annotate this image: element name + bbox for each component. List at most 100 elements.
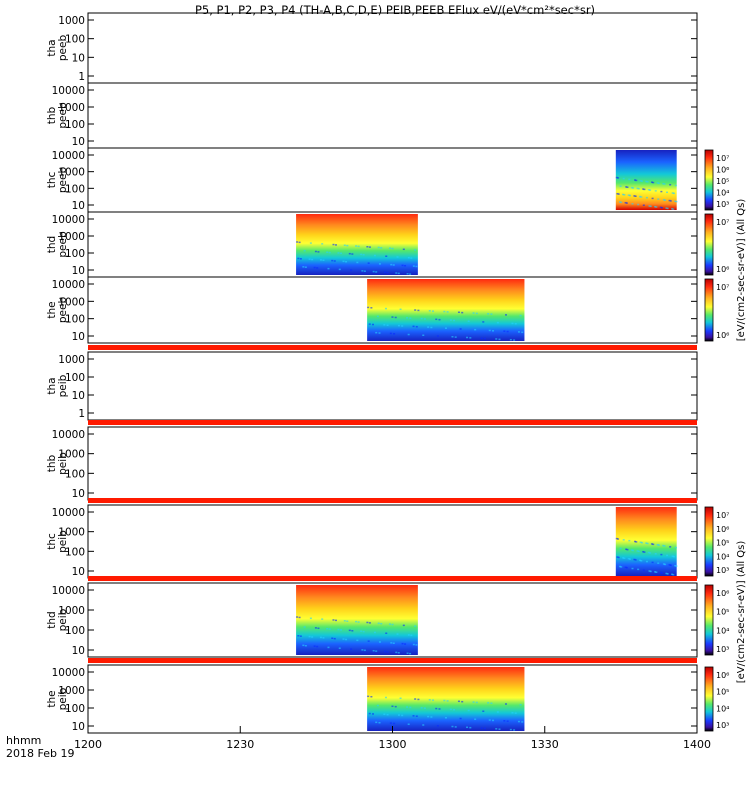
spectrogram-speckle xyxy=(668,564,671,566)
spectrogram-speckle xyxy=(406,317,409,319)
spectrogram-speckle xyxy=(337,628,340,631)
spectrogram-speckle xyxy=(414,309,417,311)
spectrogram-speckle xyxy=(618,201,621,203)
spectrogram-speckle xyxy=(428,699,431,701)
spectrogram-speckle xyxy=(663,183,666,185)
spectrogram-speckle xyxy=(648,205,651,207)
colorbar-tick-label: 10³ xyxy=(716,566,729,575)
spectrogram-speckle xyxy=(674,184,677,187)
spectrogram-speckle xyxy=(662,563,665,565)
panel-frame xyxy=(87,504,698,579)
spectrogram-speckle xyxy=(624,201,627,204)
spectrogram-speckle xyxy=(391,247,394,250)
y-tick-label: 100 xyxy=(65,703,85,715)
spectrogram-speckle xyxy=(671,573,674,576)
spectrogram-speckle xyxy=(674,564,677,567)
spectrogram-speckle xyxy=(480,337,483,339)
colorbar-tick-label: 10⁵ xyxy=(716,688,729,697)
spectrogram-speckle xyxy=(630,186,633,189)
spectrogram-speckle xyxy=(649,570,652,573)
spectrogram-speckle xyxy=(308,258,311,260)
spectrogram-speckle xyxy=(451,335,454,338)
spectrogram-speckle xyxy=(617,538,620,540)
y-tick-label: 10000 xyxy=(52,429,85,441)
spectrogram-speckle xyxy=(407,723,410,725)
separator-band xyxy=(88,498,697,503)
spectrogram-speckle xyxy=(340,252,343,255)
spectrogram-speckle xyxy=(427,715,430,718)
y-tick-label: 10000 xyxy=(52,150,85,162)
spectrogram-speckle xyxy=(303,626,306,628)
spectrogram-speckle xyxy=(634,195,637,197)
y-tick-label: 1000 xyxy=(58,354,85,366)
spectrogram-speckle xyxy=(343,620,346,622)
spectrogram-speckle xyxy=(637,187,640,190)
panel-ylabel: peib xyxy=(57,530,69,553)
panel-tha-peeb: 1000 100 10 1 tha peeb xyxy=(46,12,698,84)
spectrogram-speckle xyxy=(671,208,674,210)
colorbar-tick-label: 10⁶ xyxy=(716,265,729,274)
y-tick-label: 1 xyxy=(78,71,85,83)
spectrogram-speckle xyxy=(311,636,314,638)
spectrogram-speckle xyxy=(487,313,490,315)
spectrogram-speckle xyxy=(409,317,412,319)
spectrogram-speckle xyxy=(625,548,628,551)
spectrogram-speckle xyxy=(383,713,386,716)
separator-band xyxy=(88,345,697,350)
spectrogram-speckle xyxy=(404,643,407,645)
spectrogram-speckle xyxy=(635,179,638,182)
spectrogram-speckle xyxy=(635,541,638,543)
spectrogram-speckle xyxy=(378,641,381,643)
spectrogram-speckle xyxy=(657,544,660,546)
spectrogram-speckle xyxy=(340,629,343,631)
spectrogram-speckle xyxy=(383,324,386,326)
spectrogram-speckle xyxy=(642,204,645,206)
spectrogram-speckle xyxy=(384,696,387,699)
spectrogram-speckle xyxy=(302,266,305,268)
spectrogram-speckle xyxy=(423,318,426,320)
spectrogram-speckle xyxy=(299,258,302,260)
spectrogram-speckle xyxy=(639,180,642,182)
spectrogram-speckle xyxy=(385,255,388,257)
spectrogram-speckle xyxy=(669,183,672,186)
spectrogram-speckle xyxy=(482,710,485,712)
spectrogram-speckle xyxy=(664,563,667,566)
spectrogram-block xyxy=(296,585,418,655)
spectrogram-speckle xyxy=(435,707,438,710)
spectrogram-speckle xyxy=(399,697,402,700)
spectrogram-speckle xyxy=(661,572,664,574)
spectrogram-speckle xyxy=(645,560,648,563)
spectrogram-speckle xyxy=(503,720,506,722)
spectrogram-speckle xyxy=(467,709,470,712)
spectrogram-speckle xyxy=(634,179,637,181)
spectrogram-speckle xyxy=(472,312,475,314)
y-tick-label: 1000 xyxy=(58,685,85,697)
panel-ylabel: thb xyxy=(46,106,58,124)
spectrogram-speckle xyxy=(656,182,659,184)
spectrogram-speckle xyxy=(332,619,335,621)
spectrogram-speckle xyxy=(317,251,320,253)
panel-thb-peib: 10000 1000 100 10 thb peib xyxy=(46,420,698,501)
spectrogram-speckle xyxy=(399,308,402,311)
spectrogram-speckle xyxy=(662,182,665,185)
spectrogram-speckle xyxy=(345,260,348,263)
spectrogram-speckle xyxy=(628,539,631,542)
spectrogram-speckle xyxy=(401,714,404,717)
spectrogram-speckle xyxy=(513,339,516,341)
spectrogram-speckle xyxy=(396,256,399,258)
spectrogram-speckle xyxy=(412,643,415,646)
spectrogram-speckle xyxy=(367,306,370,309)
spectrogram-speckle xyxy=(397,714,400,716)
spectrogram-speckle xyxy=(417,698,420,701)
y-tick-label: 10 xyxy=(72,721,85,733)
spectrogram-speckle xyxy=(423,707,426,709)
spectrogram-speckle xyxy=(337,252,340,254)
spectrogram-speckle xyxy=(492,719,495,722)
spectrogram-speckle xyxy=(409,706,412,709)
panel-frame xyxy=(87,426,698,501)
separator-band xyxy=(88,420,697,425)
spectrogram-speckle xyxy=(628,194,631,197)
colorbar-tick-label: 10⁷ xyxy=(716,154,729,163)
spectrogram-speckle xyxy=(647,551,650,554)
spectrogram-speckle xyxy=(627,557,630,560)
